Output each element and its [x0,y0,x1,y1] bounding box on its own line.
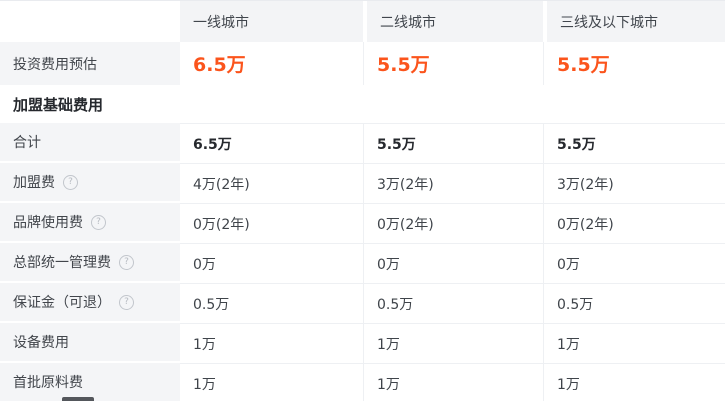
fee-row-label-text: 首批原料费 [13,375,83,391]
fee-value-tier3: 1万 [543,363,725,401]
fee-row-label: 合计 [0,123,180,163]
help-question-icon[interactable]: ? [63,174,78,190]
fee-value-tier1: 0万 [180,243,363,283]
help-question-icon[interactable]: ? [119,294,134,310]
fee-table-row: 设备费用 1万 1万 1万 [0,323,725,363]
estimate-value-tier1: 6.5万 [180,42,363,85]
fee-value-tier1: 1万 [180,323,363,363]
fee-row-label-text: 合计 [13,135,41,151]
fee-value-tier1: 0万(2年) [180,203,363,243]
header-corner-cell [0,1,180,42]
table-header-row: 一线城市 二线城市 三线及以下城市 [0,1,725,42]
fee-row-label-text: 设备费用 [13,335,69,351]
fee-value-tier3: 0万 [543,243,725,283]
fee-row-label-text: 保证金（可退） [13,295,111,311]
fee-value-tier1: 1万 [180,363,363,401]
fee-value-tier2: 0万 [363,243,543,283]
fee-row-label: 加盟费 ? [0,163,180,203]
fee-value-tier3: 0万(2年) [543,203,725,243]
fee-row-label: 保证金（可退） ? [0,283,180,323]
fee-row-label-text: 品牌使用费 [13,215,83,231]
help-question-icon[interactable]: ? [91,214,106,230]
fee-value-tier3: 1万 [543,323,725,363]
section-title: 加盟基础费用 [0,85,725,123]
investment-estimate-row: 投资费用预估 6.5万 5.5万 5.5万 [0,42,725,85]
fee-value-tier3: 3万(2年) [543,163,725,203]
fee-value-tier1: 0.5万 [180,283,363,323]
fee-value-tier1: 6.5万 [180,123,363,163]
fee-value-tier2: 3万(2年) [363,163,543,203]
fee-value-tier2: 1万 [363,323,543,363]
fee-table-row: 首批原料费 1万 1万 1万 [0,363,725,401]
fee-rows: 合计 6.5万 5.5万 5.5万 加盟费 ? 4万(2年) 3万(2年) 3万… [0,123,725,401]
estimate-row-label: 投资费用预估 [0,42,180,85]
fee-table-row: 总部统一管理费 ? 0万 0万 0万 [0,243,725,283]
fee-row-label: 首批原料费 [0,363,180,401]
fee-table-row: 合计 6.5万 5.5万 5.5万 [0,123,725,163]
horizontal-scrollbar-thumb[interactable] [62,397,94,401]
section-row-basic-fees: 加盟基础费用 [0,85,725,123]
fee-value-tier1: 4万(2年) [180,163,363,203]
help-question-icon[interactable]: ? [119,254,134,270]
estimate-value-tier3: 5.5万 [543,42,725,85]
fee-row-label: 品牌使用费 ? [0,203,180,243]
fee-row-label: 总部统一管理费 ? [0,243,180,283]
fee-table-row: 保证金（可退） ? 0.5万 0.5万 0.5万 [0,283,725,323]
fee-row-label-text: 加盟费 [13,175,55,191]
fee-value-tier3: 5.5万 [543,123,725,163]
fee-row-label-text: 总部统一管理费 [13,255,111,271]
fee-value-tier2: 0万(2年) [363,203,543,243]
fee-value-tier2: 0.5万 [363,283,543,323]
estimate-value-tier2: 5.5万 [363,42,543,85]
column-header-tier3-city: 三线及以下城市 [543,1,725,42]
fee-row-label: 设备费用 [0,323,180,363]
fee-table-row: 品牌使用费 ? 0万(2年) 0万(2年) 0万(2年) [0,203,725,243]
fee-table-row: 加盟费 ? 4万(2年) 3万(2年) 3万(2年) [0,163,725,203]
fee-value-tier3: 0.5万 [543,283,725,323]
fee-value-tier2: 1万 [363,363,543,401]
fee-value-tier2: 5.5万 [363,123,543,163]
column-header-tier2-city: 二线城市 [363,1,543,42]
column-header-tier1-city: 一线城市 [180,1,363,42]
